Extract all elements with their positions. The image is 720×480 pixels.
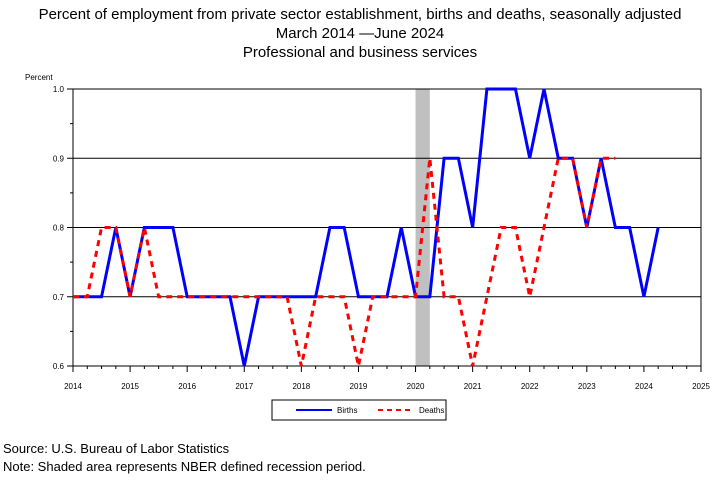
source-note: Source: U.S. Bureau of Labor Statistics [3,441,230,456]
chart-title: Percent of employment from private secto… [38,6,682,23]
births-legend-label: Births [337,406,357,415]
legend-box [271,399,447,421]
y-tick-label: 1.0 [53,85,65,94]
chart-industry: Professional and business services [242,44,478,61]
y-axis-label: Percent [25,73,53,82]
y-tick-label: 0.9 [53,154,65,163]
x-tick-label: 2016 [178,382,196,391]
deaths-legend-label: Deaths [419,406,444,415]
x-tick-label: 2018 [292,382,310,391]
y-tick-label: 0.6 [53,362,65,371]
x-tick-label: 2017 [235,382,253,391]
x-tick-label: 2014 [64,382,82,391]
x-tick-label: 2019 [350,382,368,391]
y-tick-label: 0.7 [53,293,65,302]
y-tick-label: 0.8 [53,224,65,233]
x-tick-label: 2025 [692,382,710,391]
recession-note: Note: Shaded area represents NBER define… [3,459,366,474]
x-tick-label: 2021 [464,382,482,391]
x-tick-label: 2020 [407,382,425,391]
births-line [73,87,660,367]
chart-date-range: March 2014 —June 2024 [275,25,445,42]
x-tick-label: 2024 [635,382,653,391]
deaths-line [73,156,616,367]
x-tick-label: 2023 [578,382,596,391]
x-tick-label: 2015 [121,382,139,391]
x-tick-label: 2022 [521,382,539,391]
